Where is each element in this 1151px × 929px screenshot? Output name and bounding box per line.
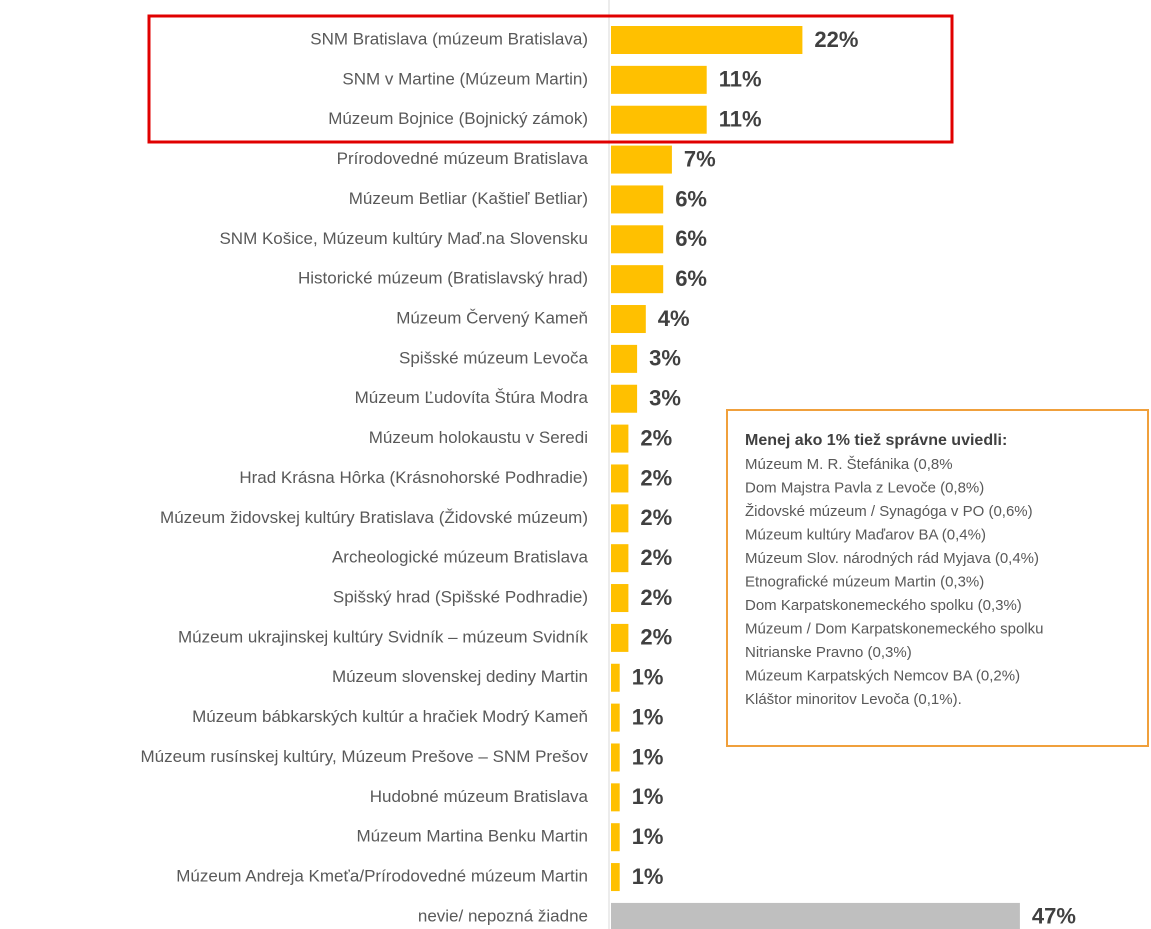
bar — [611, 823, 620, 852]
bar — [611, 185, 664, 214]
value-label: 2% — [640, 545, 672, 570]
category-label: Prírodovedné múzeum Bratislava — [337, 149, 589, 168]
value-label: 4% — [658, 306, 690, 331]
category-label: Múzeum Andreja Kmeťa/Prírodovedné múzeum… — [176, 867, 588, 886]
bar — [611, 464, 629, 493]
value-label: 6% — [675, 266, 707, 291]
value-label: 22% — [814, 27, 858, 52]
annotation-box — [726, 409, 1149, 747]
value-label: 2% — [640, 425, 672, 450]
category-label: Múzeum rusínskej kultúry, Múzeum Prešove… — [141, 747, 589, 766]
category-label: Spišské múzeum Levoča — [399, 348, 589, 367]
annotation-line: Nitrianske Pravno (0,3%) — [745, 644, 912, 661]
bar — [611, 65, 707, 94]
value-label: 1% — [632, 784, 664, 809]
value-label: 2% — [640, 465, 672, 490]
category-label: Múzeum bábkarských kultúr a hračiek Modr… — [192, 707, 588, 726]
value-label: 47% — [1032, 904, 1076, 929]
value-label: 11% — [719, 67, 762, 92]
bar — [611, 743, 620, 772]
category-label: SNM Košice, Múzeum kultúry Maď.na Sloven… — [219, 229, 588, 248]
value-label: 1% — [632, 665, 664, 690]
annotation-line: Múzeum Slov. národných rád Myjava (0,4%) — [745, 550, 1039, 567]
category-label: Múzeum slovenskej dediny Martin — [332, 667, 588, 686]
bar — [611, 344, 638, 373]
value-label: 2% — [640, 505, 672, 530]
category-label: Múzeum Bojnice (Bojnický zámok) — [328, 109, 588, 128]
category-label: Múzeum holokaustu v Seredi — [369, 428, 588, 447]
annotation-line: Etnografické múzeum Martin (0,3%) — [745, 573, 984, 590]
bar — [611, 305, 646, 334]
annotation-line: Múzeum M. R. Štefánika (0,8% — [745, 456, 953, 473]
highlight-box — [147, 14, 954, 144]
bar — [611, 384, 638, 413]
category-label: Múzeum Martina Benku Martin — [357, 827, 588, 846]
bar — [611, 424, 629, 453]
annotation-line: Múzeum / Dom Karpatskonemeckého spolku — [745, 620, 1043, 637]
annotation-line: Židovské múzeum / Synagóga v PO (0,6%) — [745, 503, 1033, 520]
bar — [611, 26, 803, 54]
category-label: SNM v Martine (Múzeum Martin) — [342, 69, 588, 88]
annotation-title: Menej ako 1% tiež správne uviedli: — [745, 432, 1007, 449]
value-label: 1% — [632, 864, 664, 889]
category-label: Múzeum ukrajinskej kultúry Svidník – múz… — [178, 627, 589, 646]
bar — [611, 544, 629, 573]
category-label: Múzeum Červený Kameň — [396, 309, 588, 328]
bar — [611, 703, 620, 732]
category-label: Historické múzeum (Bratislavský hrad) — [298, 269, 588, 288]
value-label: 11% — [719, 107, 762, 132]
value-label: 3% — [649, 386, 681, 411]
value-label: 7% — [684, 146, 716, 171]
value-label: 3% — [649, 346, 681, 371]
bar — [611, 145, 672, 174]
annotation-line: Dom Majstra Pavla z Levoče (0,8%) — [745, 479, 984, 496]
category-label: nevie/ nepozná žiadne — [418, 906, 588, 925]
bar — [611, 584, 629, 613]
category-label: Hudobné múzeum Bratislava — [370, 787, 589, 806]
annotation-line: Kláštor minoritov Levoča (0,1%). — [745, 691, 962, 708]
bar — [611, 265, 664, 294]
value-label: 2% — [640, 585, 672, 610]
value-label: 1% — [632, 744, 664, 769]
category-label: Múzeum Ľudovíta Štúra Modra — [355, 388, 589, 407]
value-label: 6% — [675, 186, 707, 211]
category-label: Archeologické múzeum Bratislava — [332, 548, 589, 567]
category-label: Spišský hrad (Spišské Podhradie) — [333, 588, 588, 607]
category-label: Múzeum Betliar (Kaštieľ Betliar) — [349, 189, 588, 208]
bar — [611, 105, 707, 134]
category-label: Múzeum židovskej kultúry Bratislava (Žid… — [160, 508, 588, 527]
bar — [611, 504, 629, 533]
category-label: Hrad Krásna Hôrka (Krásnohorské Podhradi… — [239, 468, 588, 487]
bar — [611, 623, 629, 652]
value-label: 1% — [632, 704, 664, 729]
bar — [611, 863, 620, 892]
value-label: 2% — [640, 625, 672, 650]
annotation-line: Dom Karpatskonemeckého spolku (0,3%) — [745, 597, 1022, 614]
value-label: 6% — [675, 226, 707, 251]
bar — [611, 663, 620, 692]
annotation-line: Múzeum kultúry Maďarov BA (0,4%) — [745, 526, 986, 543]
bar — [611, 783, 620, 812]
category-label: SNM Bratislava (múzeum Bratislava) — [310, 29, 588, 48]
bar — [611, 902, 1020, 929]
value-label: 1% — [632, 824, 664, 849]
annotation-line: Múzeum Karpatských Nemcov BA (0,2%) — [745, 667, 1020, 684]
bar — [611, 225, 664, 254]
